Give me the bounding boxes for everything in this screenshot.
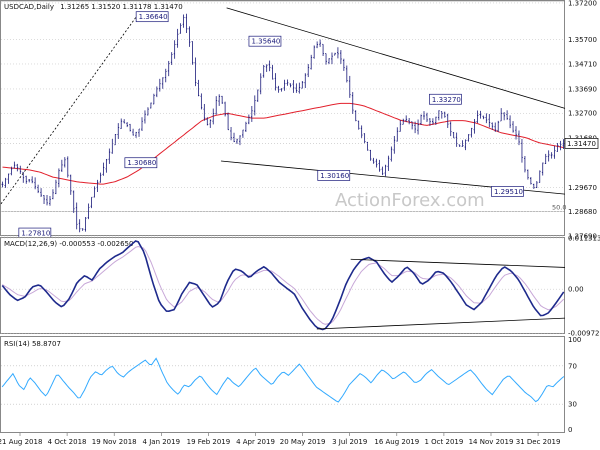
rsi-lines bbox=[1, 357, 565, 403]
y-tick-label: 100 bbox=[568, 336, 581, 344]
moving-average bbox=[2, 102, 564, 185]
rsi-panel: RSI(14) 58.8707 100 70 30 0 bbox=[0, 336, 581, 434]
macd-line bbox=[1, 240, 565, 331]
price-annotations: 1.36640 1.35640 1.30680 1.30160 1.33270 1.295… bbox=[18, 11, 524, 239]
macd-trendlines bbox=[316, 258, 566, 330]
price-callout bbox=[491, 186, 524, 197]
price-callout-label: 1.30680 bbox=[127, 159, 156, 167]
y-tick-label: 0 bbox=[568, 426, 572, 434]
y-tick-label: 70 bbox=[568, 362, 577, 370]
price-callout bbox=[429, 93, 462, 105]
rsi-line bbox=[1, 357, 565, 403]
last-price-marker: 1.31470 bbox=[1, 138, 599, 149]
x-tick-label: 20 May 2019 bbox=[280, 438, 326, 446]
macd-trendline bbox=[350, 258, 566, 268]
price-header: USDCAD,Daily 1.31265 1.31520 1.31178 1.3… bbox=[4, 3, 183, 11]
y-tick-label: 1.28680 bbox=[568, 208, 597, 216]
y-tick-label: 1.33690 bbox=[568, 85, 597, 93]
trendline bbox=[0, 16, 137, 205]
price-callout-label: 1.35640 bbox=[251, 38, 280, 46]
price-callout-label: 1.29510 bbox=[494, 188, 523, 196]
y-tick-label: 1.32700 bbox=[568, 110, 597, 118]
macd-trendline bbox=[316, 317, 566, 330]
watermark: ActionForex.com bbox=[335, 190, 485, 211]
macd-signal-line bbox=[2, 245, 565, 325]
rsi-axis: 100 70 30 0 bbox=[1, 336, 581, 434]
price-callout-label: 1.33270 bbox=[432, 96, 461, 104]
macd-lines bbox=[1, 240, 565, 331]
x-tick-label: 19 Feb 2019 bbox=[187, 438, 231, 446]
price-callout-label: 1.30160 bbox=[320, 172, 349, 180]
rsi-header: RSI(14) 58.8707 bbox=[4, 340, 61, 348]
date-axis: 21 Aug 2018 4 Oct 2018 19 Nov 2018 4 Jan 20… bbox=[0, 433, 560, 446]
price-callout bbox=[135, 11, 169, 23]
macd-header: MACD(12,26,9) -0.000553 -0.002650 bbox=[4, 240, 133, 248]
price-axis: 1.372001.357001.347101.336901.327001.316… bbox=[1, 0, 597, 241]
x-tick-label: 4 Apr 2019 bbox=[236, 438, 275, 446]
x-tick-label: 16 Aug 2019 bbox=[374, 438, 419, 446]
trendline bbox=[226, 7, 566, 109]
price-callout bbox=[124, 157, 158, 169]
x-tick-label: 31 Dec 2019 bbox=[516, 438, 561, 446]
y-tick-label: -0.009729 bbox=[568, 330, 600, 338]
x-tick-label: 14 Nov 2019 bbox=[469, 438, 514, 446]
y-tick-label: 0.00 bbox=[568, 286, 584, 294]
x-tick-label: 3 Jul 2019 bbox=[332, 438, 367, 446]
ma-line bbox=[2, 102, 564, 185]
price-callout bbox=[317, 170, 351, 181]
y-tick-label: 1.29670 bbox=[568, 184, 597, 192]
x-tick-label: 4 Jan 2019 bbox=[143, 438, 181, 446]
x-tick-label: 1 Oct 2019 bbox=[424, 438, 463, 446]
price-panel: USDCAD,Daily 1.31265 1.31520 1.31178 1.3… bbox=[0, 0, 599, 241]
x-tick-label: 4 Oct 2018 bbox=[48, 438, 87, 446]
y-tick-label: 0.011313 bbox=[568, 234, 600, 242]
y-tick-label: 1.37200 bbox=[568, 0, 597, 7]
last-price-box bbox=[564, 138, 599, 149]
fib-label: 61.8 bbox=[552, 0, 566, 1]
last-price-label: 1.31470 bbox=[567, 140, 596, 148]
fib-label: 50.0 bbox=[552, 204, 566, 212]
y-tick-label: 1.35700 bbox=[568, 36, 597, 44]
macd-axis: 0.011313 0.00 -0.009729 bbox=[1, 234, 600, 338]
y-tick-label: 1.34710 bbox=[568, 60, 597, 68]
price-candles bbox=[1, 13, 565, 233]
price-callout-label: 1.36640 bbox=[139, 13, 168, 21]
price-callout bbox=[248, 35, 282, 47]
x-tick-label: 21 Aug 2018 bbox=[0, 438, 42, 446]
x-tick-label: 19 Nov 2018 bbox=[92, 438, 137, 446]
y-tick-label: 1.27690 bbox=[568, 233, 597, 241]
macd-panel: MACD(12,26,9) -0.000553 -0.002650 0.0113… bbox=[0, 234, 600, 338]
y-tick-label: 30 bbox=[568, 401, 577, 409]
price-callout-label: 1.27810 bbox=[21, 230, 50, 238]
